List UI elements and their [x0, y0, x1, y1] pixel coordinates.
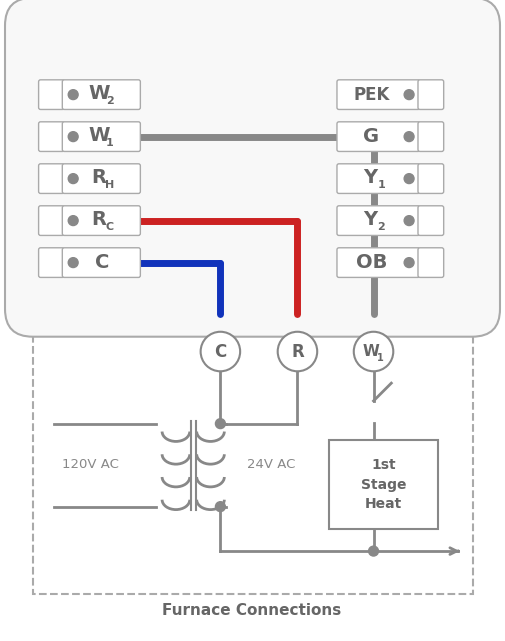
Text: W: W [88, 84, 110, 103]
FancyBboxPatch shape [337, 122, 420, 151]
FancyBboxPatch shape [62, 164, 140, 194]
Text: Y: Y [364, 210, 378, 229]
Text: G: G [364, 127, 380, 146]
Text: 1: 1 [106, 138, 114, 147]
Circle shape [404, 90, 414, 99]
Circle shape [68, 258, 78, 267]
Text: H: H [105, 179, 114, 190]
Circle shape [216, 502, 225, 512]
Text: 120V AC: 120V AC [62, 458, 118, 470]
FancyBboxPatch shape [62, 80, 140, 110]
FancyBboxPatch shape [418, 122, 444, 151]
FancyBboxPatch shape [62, 122, 140, 151]
FancyBboxPatch shape [62, 206, 140, 235]
Text: W: W [88, 126, 110, 145]
FancyBboxPatch shape [337, 164, 420, 194]
Text: 1: 1 [378, 179, 385, 190]
FancyBboxPatch shape [38, 206, 64, 235]
Circle shape [68, 174, 78, 183]
FancyBboxPatch shape [38, 122, 64, 151]
Text: R: R [291, 342, 304, 360]
Circle shape [354, 332, 393, 371]
Circle shape [68, 90, 78, 99]
Text: PEK: PEK [354, 86, 390, 104]
Text: 1st
Stage
Heat: 1st Stage Heat [361, 458, 406, 512]
Text: Y: Y [364, 168, 378, 187]
FancyBboxPatch shape [38, 248, 64, 278]
FancyBboxPatch shape [62, 248, 140, 278]
Bar [33, 312, 473, 594]
Text: R: R [91, 168, 107, 187]
Circle shape [404, 258, 414, 267]
FancyBboxPatch shape [337, 206, 420, 235]
Text: 1: 1 [377, 353, 384, 363]
Text: W: W [362, 344, 379, 359]
FancyBboxPatch shape [337, 248, 420, 278]
FancyBboxPatch shape [38, 80, 64, 110]
Text: OB: OB [356, 253, 387, 272]
Bar [329, 440, 438, 529]
Circle shape [278, 332, 317, 371]
Circle shape [200, 332, 240, 371]
FancyBboxPatch shape [418, 164, 444, 194]
Circle shape [68, 131, 78, 142]
FancyBboxPatch shape [418, 80, 444, 110]
Circle shape [369, 546, 378, 556]
Circle shape [216, 419, 225, 429]
Circle shape [404, 215, 414, 226]
Circle shape [404, 174, 414, 183]
Circle shape [404, 131, 414, 142]
Text: 2: 2 [106, 96, 114, 106]
Text: 2: 2 [378, 222, 385, 231]
FancyBboxPatch shape [38, 164, 64, 194]
Text: C: C [94, 253, 109, 272]
Circle shape [68, 215, 78, 226]
FancyBboxPatch shape [418, 248, 444, 278]
Text: Furnace Connections: Furnace Connections [163, 603, 341, 618]
FancyBboxPatch shape [5, 0, 500, 337]
FancyBboxPatch shape [418, 206, 444, 235]
Text: C: C [106, 222, 114, 231]
FancyBboxPatch shape [337, 80, 420, 110]
Text: R: R [91, 210, 107, 229]
Text: 24V AC: 24V AC [247, 458, 295, 470]
Text: C: C [214, 342, 227, 360]
